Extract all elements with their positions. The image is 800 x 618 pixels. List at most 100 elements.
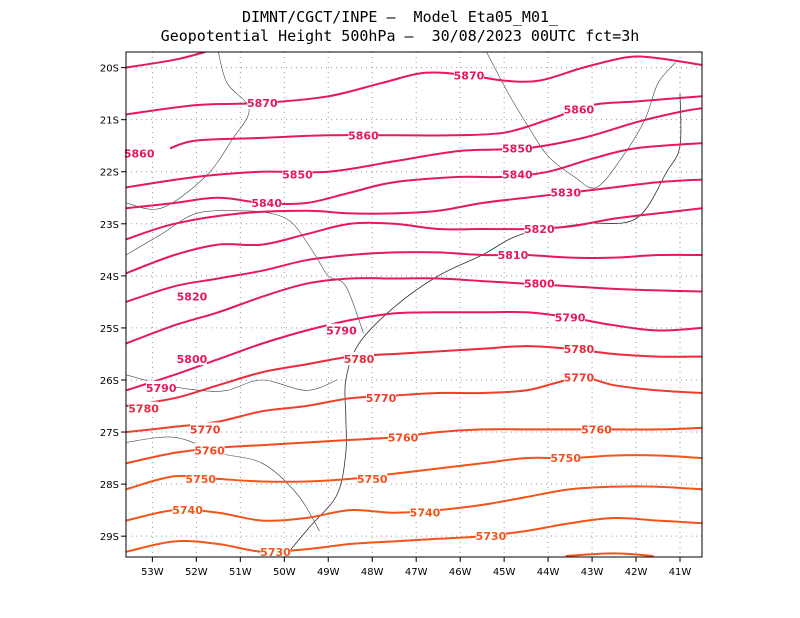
contour-label: 5870	[454, 69, 485, 82]
lat-tick-label: 28S	[100, 480, 119, 491]
contour-label-bg	[176, 352, 207, 366]
contour-label: 5800	[524, 278, 555, 291]
contour-label: 5750	[550, 452, 581, 465]
contour-label: 5730	[260, 546, 291, 559]
contour-label-bg	[563, 102, 594, 116]
contour-label-bg	[453, 68, 484, 82]
contour-label: 5870	[247, 97, 278, 110]
contour-label: 5860	[348, 129, 379, 142]
contour-label: 5830	[550, 187, 581, 200]
lat-tick-label: 24S	[100, 272, 119, 283]
coastline	[283, 93, 682, 557]
state-border	[126, 436, 320, 532]
contour-label: 5750	[185, 473, 216, 486]
contour-label: 5790	[555, 312, 586, 325]
contour-label-bg	[247, 96, 278, 110]
contour-label: 5840	[502, 168, 533, 181]
contour-label-bg	[581, 422, 612, 436]
contour-5840	[126, 142, 702, 210]
contour-label: 5800	[177, 353, 208, 366]
lat-tick-label: 26S	[100, 376, 119, 387]
contour-5720	[565, 552, 654, 557]
contour-label-bg	[176, 289, 207, 303]
contour-label: 5840	[251, 197, 282, 210]
lon-tick-label: 48W	[361, 567, 384, 578]
contour-labels: 5870 5870 5860 5860 5860 5850 5850 5840 5840 5830…	[124, 68, 612, 559]
contour-label-bg	[124, 146, 155, 160]
lon-tick-label: 53W	[141, 567, 164, 578]
title-line-1: DIMNT/CGCT/INPE – Model Eta05_M01_	[241, 8, 559, 26]
lat-tick-label: 27S	[100, 428, 119, 439]
contour-label: 5780	[128, 403, 159, 416]
contour-label: 5770	[366, 392, 397, 405]
contour-label: 5750	[357, 473, 388, 486]
contour-label-bg	[357, 471, 388, 485]
contour-label-bg	[366, 391, 397, 405]
contour-5780	[126, 345, 702, 407]
lon-tick-label: 45W	[493, 567, 516, 578]
contour-label-bg	[194, 443, 225, 457]
lat-tick-label: 23S	[100, 220, 119, 231]
contour-label: 5760	[388, 431, 419, 444]
title-line-2: Geopotential Height 500hPa – 30/08/2023 …	[160, 27, 640, 45]
contour-label: 5770	[564, 371, 595, 384]
lon-tick-label: 47W	[405, 567, 428, 578]
contour-5810	[126, 251, 702, 303]
contour-label-bg	[524, 222, 555, 236]
lat-tick-label: 22S	[100, 168, 119, 179]
contour-label: 5730	[476, 530, 507, 543]
lon-tick-label: 52W	[185, 567, 208, 578]
contour-label: 5780	[344, 353, 375, 366]
contour-label-bg	[348, 128, 379, 142]
contour-label-bg	[388, 430, 419, 444]
lat-tick-label: 20S	[100, 64, 119, 75]
contour-label: 5740	[172, 504, 203, 517]
lat-tick-label: 29S	[100, 532, 119, 543]
contour-label-bg	[502, 167, 533, 181]
contour-label-bg	[326, 323, 357, 337]
contour-label-bg	[146, 380, 177, 394]
lon-tick-label: 49W	[317, 567, 340, 578]
contour-label: 5810	[498, 249, 529, 262]
contour-label: 5790	[146, 382, 177, 395]
contour-label-bg	[251, 195, 282, 209]
contour-label-bg	[475, 529, 506, 543]
contour-label-bg	[550, 451, 581, 465]
contour-label: 5760	[194, 444, 225, 457]
contour-5860	[169, 95, 702, 150]
contour-5800	[126, 277, 702, 345]
contour-label-bg	[260, 544, 291, 558]
contour-label: 5740	[410, 507, 441, 520]
contour-5750	[126, 454, 702, 491]
lat-tick-label: 21S	[100, 116, 119, 127]
contour-label: 5760	[581, 423, 612, 436]
contour-5870	[126, 55, 702, 116]
contour-label-bg	[502, 141, 533, 155]
contour-label: 5820	[524, 223, 555, 236]
contour-label-bg	[128, 401, 159, 415]
contour-label-bg	[190, 422, 221, 436]
contour-5850	[126, 107, 702, 189]
state-border	[126, 52, 250, 210]
contour-5790	[126, 310, 702, 392]
contour-label: 5850	[282, 168, 313, 181]
lon-tick-label: 50W	[273, 567, 296, 578]
contour-5830	[126, 178, 702, 241]
contour-label: 5780	[564, 343, 595, 356]
contour-label-bg	[282, 167, 313, 181]
contour-5770	[126, 376, 702, 434]
contour-label-bg	[563, 341, 594, 355]
contour-label-bg	[563, 370, 594, 384]
lon-tick-label: 51W	[229, 567, 252, 578]
lon-tick-label: 44W	[537, 567, 560, 578]
contour-5730	[126, 516, 702, 553]
plot-frame	[125, 51, 703, 558]
lon-tick-label: 42W	[625, 567, 648, 578]
lon-tick-label: 43W	[581, 567, 604, 578]
contour-label: 5770	[190, 423, 221, 436]
contour-label-bg	[550, 185, 581, 199]
contour-5870	[126, 52, 206, 69]
contour-label-bg	[172, 503, 203, 517]
lat-tick-label: 25S	[100, 324, 119, 335]
